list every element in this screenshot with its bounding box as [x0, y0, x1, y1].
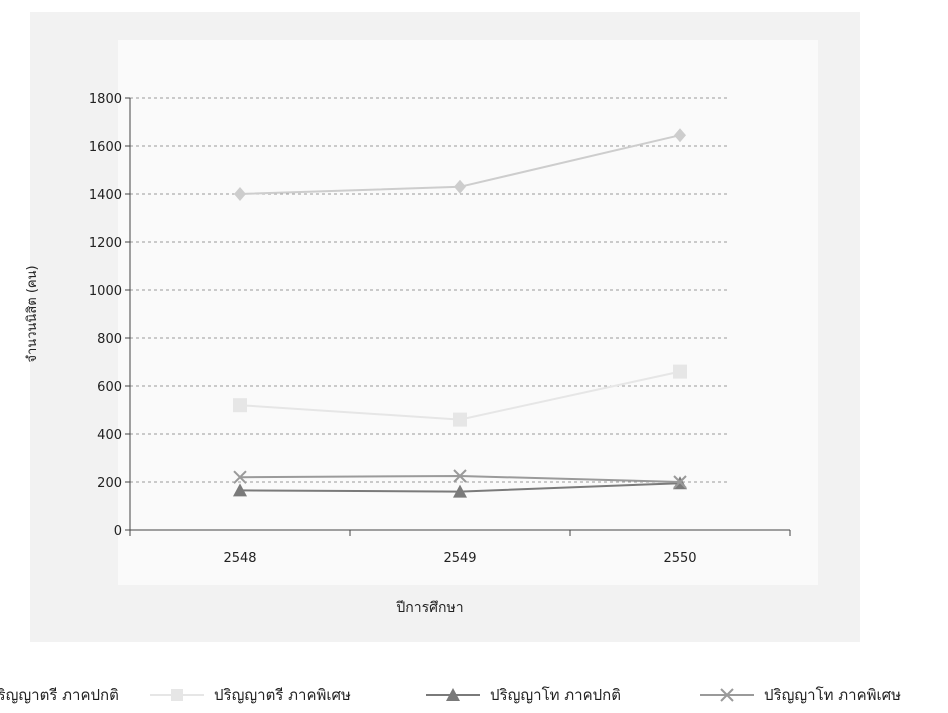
y-tick-label: 1800	[89, 92, 122, 107]
data-point-x	[233, 470, 247, 484]
series-line	[239, 370, 681, 421]
legend-item: ปริญญาตรี ภาคปกติ	[0, 682, 119, 708]
x-tick-label: 2548	[223, 551, 256, 566]
x-axis-title: ปีการศึกษา	[396, 600, 464, 616]
x-tick-label: 2549	[443, 551, 476, 566]
data-point-x	[673, 475, 687, 489]
y-tick-label: 200	[97, 476, 122, 491]
y-tick-label: 400	[97, 428, 122, 443]
legend-item: ปริญญาโท ภาคพิเศษ	[700, 682, 901, 708]
legend-swatch-x	[700, 688, 754, 702]
legend-label: ปริญญาตรี ภาคพิเศษ	[214, 686, 351, 704]
x-tick-label: 2550	[663, 551, 696, 566]
y-tick-label: 600	[97, 380, 122, 395]
data-point-diamond	[454, 179, 466, 194]
y-tick-label: 1400	[89, 188, 122, 203]
y-tick-label: 1000	[89, 284, 122, 299]
y-tick-label: 0	[114, 524, 122, 539]
data-point-triangle	[233, 483, 247, 497]
data-point-x	[453, 469, 467, 483]
legend: ปริญญาตรี ภาคปกติ ปริญญาตรี ภาคพิเศษ ปริ…	[0, 682, 948, 708]
legend-item: ปริญญาโท ภาคปกติ	[426, 682, 621, 708]
legend-label: ปริญญาโท ภาคพิเศษ	[764, 686, 902, 704]
legend-swatch-triangle	[426, 688, 480, 701]
legend-label: ปริญญาตรี ภาคปกติ	[0, 686, 119, 704]
y-tick-label: 1600	[89, 140, 122, 155]
legend-item: ปริญญาตรี ภาคพิเศษ	[150, 682, 351, 708]
data-point-square	[673, 364, 687, 379]
data-point-triangle	[453, 484, 467, 498]
legend-swatch-square	[150, 689, 204, 701]
y-axis-title: จำนวนนิสิต (คน)	[25, 265, 40, 362]
data-point-square	[453, 412, 467, 427]
y-tick-label: 1200	[89, 236, 122, 251]
data-point-square	[233, 398, 247, 413]
legend-label: ปริญญาโท ภาคปกติ	[490, 686, 621, 704]
data-point-diamond	[234, 187, 246, 201]
data-point-diamond	[674, 128, 686, 143]
y-tick-label: 800	[97, 332, 122, 347]
